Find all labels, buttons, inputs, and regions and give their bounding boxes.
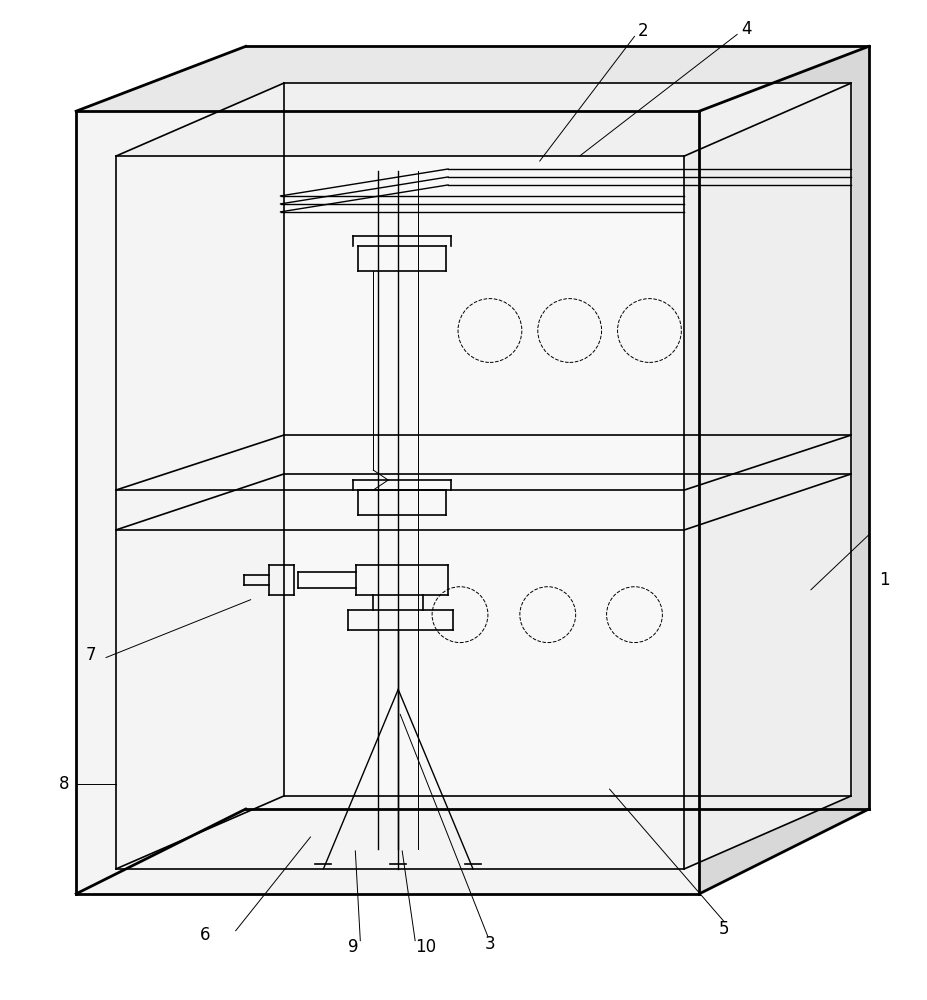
Text: 10: 10	[414, 938, 436, 956]
Text: 9: 9	[348, 938, 358, 956]
Text: 1: 1	[878, 571, 888, 589]
Text: 7: 7	[85, 646, 96, 664]
Polygon shape	[683, 83, 850, 869]
Text: 4: 4	[741, 20, 751, 38]
Text: 2: 2	[637, 22, 647, 40]
Text: 3: 3	[485, 935, 495, 953]
Polygon shape	[699, 46, 868, 894]
Text: 6: 6	[200, 926, 210, 944]
Text: 8: 8	[58, 775, 70, 793]
Polygon shape	[76, 46, 868, 111]
Polygon shape	[284, 83, 850, 796]
Polygon shape	[116, 83, 850, 156]
Polygon shape	[76, 111, 699, 894]
Text: 5: 5	[718, 920, 729, 938]
